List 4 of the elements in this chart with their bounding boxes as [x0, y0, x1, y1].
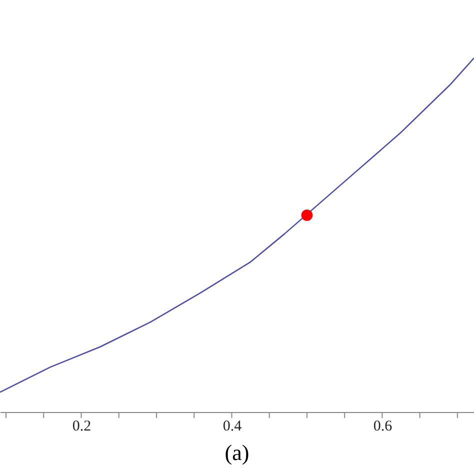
- text: (a): [224, 440, 250, 466]
- x-tick-label: 0.6: [373, 418, 393, 434]
- x-tick-label: 0.4: [222, 418, 242, 434]
- x-tick-label: 0.2: [72, 418, 92, 434]
